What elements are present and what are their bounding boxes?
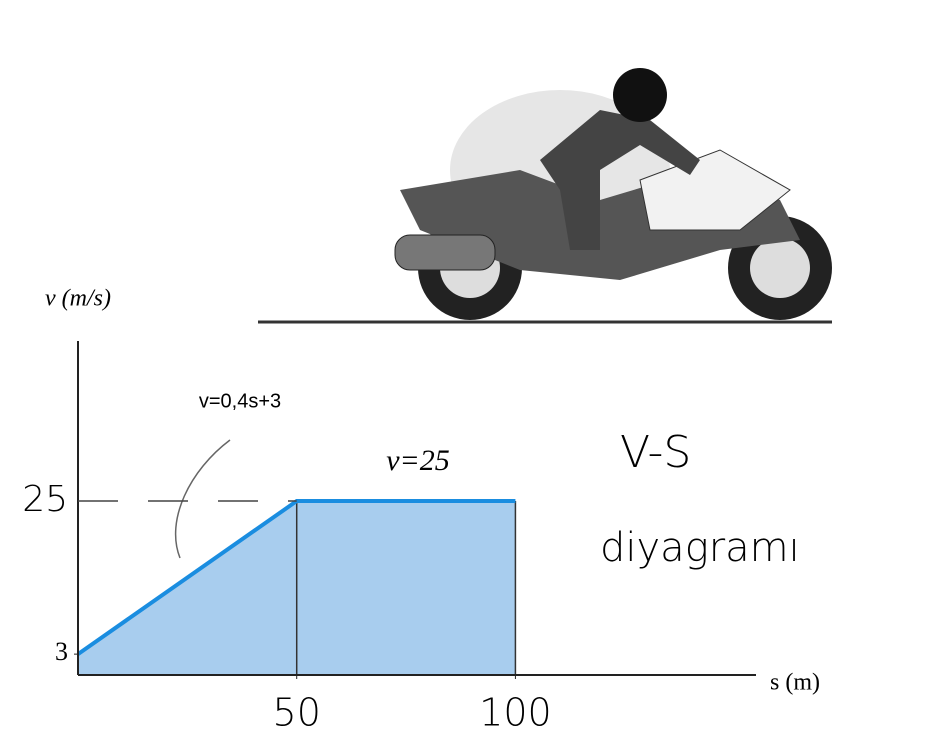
x-tick-label: 100	[479, 691, 552, 735]
line	[76, 499, 516, 656]
annotation: v=25	[386, 444, 450, 477]
annotation-leader	[174, 439, 231, 559]
y-tick-label: 3	[55, 637, 68, 666]
x-tick-label: 50	[273, 691, 321, 735]
annotation: v=0,4s+3	[199, 390, 281, 412]
side-title-2: diyagramı	[600, 525, 800, 571]
side-title-1: V-S	[620, 427, 691, 478]
motorcycle-illustration	[258, 68, 832, 324]
y-axis-label: v (m/s)	[45, 286, 111, 312]
x-axis-label: s (m)	[770, 670, 820, 696]
y-tick-label: 25	[22, 479, 68, 520]
